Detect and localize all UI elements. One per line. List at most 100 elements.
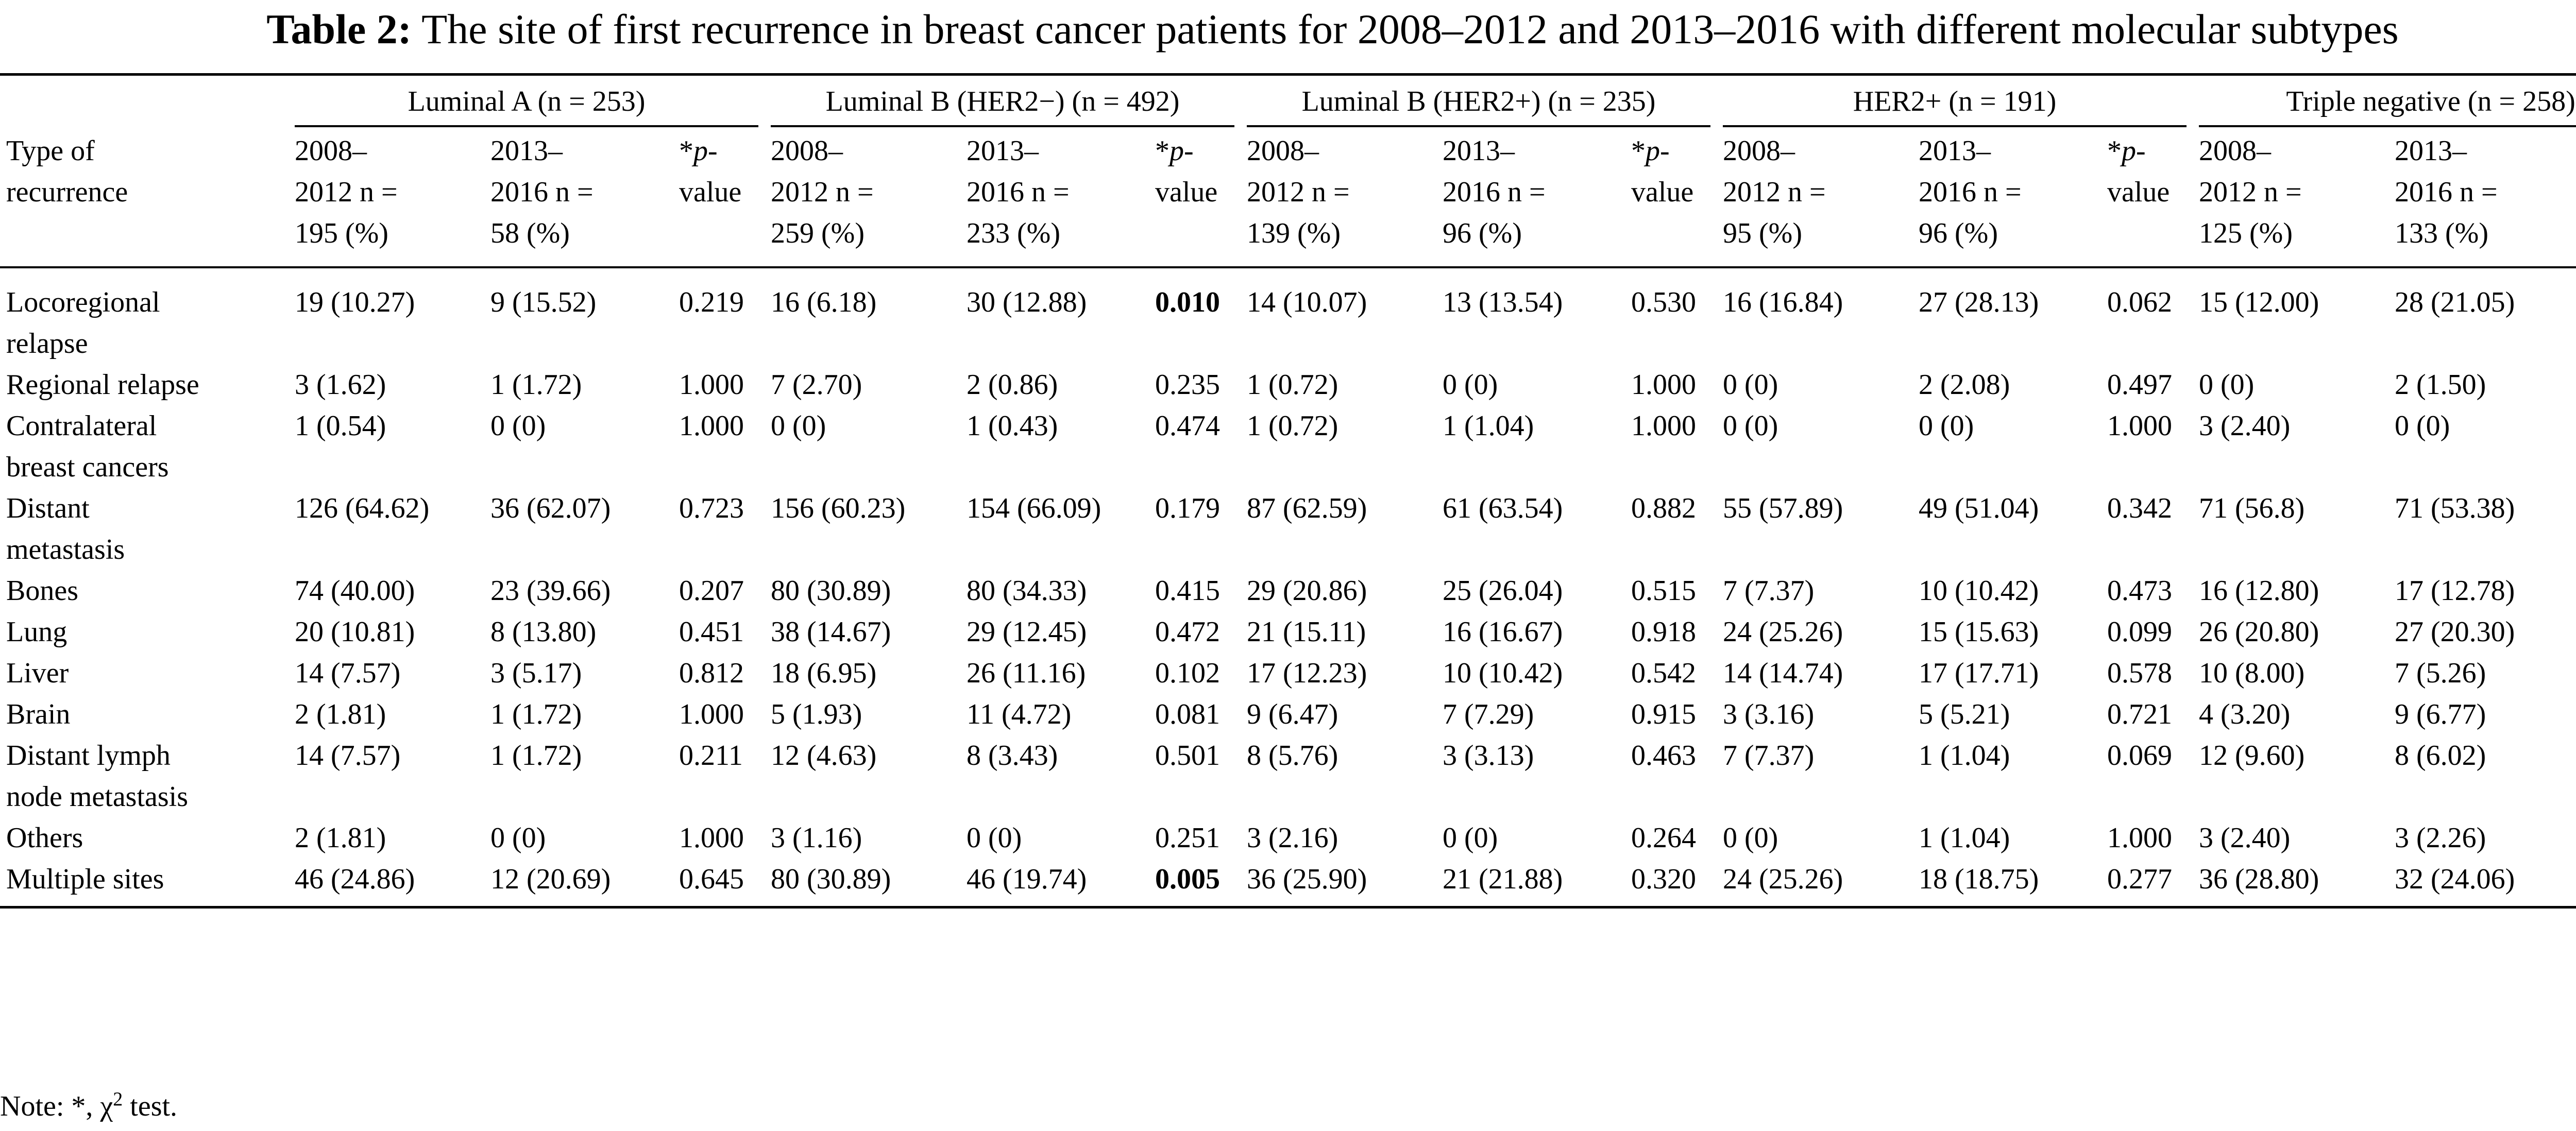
pvalue-cell: 0.415 (1155, 575, 1221, 607)
pvalue-header: *p- value (1149, 127, 1241, 268)
group-header: Luminal B (HER2+) (n = 235) (1241, 73, 1717, 127)
count-cell: 14 (7.57) (295, 657, 401, 689)
table-row: Contralateral breast cancers 1 (0.54) 0 (0… (0, 405, 2576, 488)
count-cell: 3 (2.40) (2199, 822, 2291, 854)
pvalue-cell: 0.264 (1631, 822, 1697, 854)
count-cell: 2 (0.86) (967, 369, 1058, 401)
pvalue-cell: 1.000 (2107, 822, 2173, 854)
count-cell: 14 (14.74) (1723, 657, 1843, 689)
table-row: Distant metastasis 126 (64.62) 36 (62.07) 0… (0, 488, 2576, 570)
table-row: Brain 2 (1.81) 1 (1.72) 1.000 5 (1.93) 11 (4.… (0, 694, 2576, 735)
count-cell: 4 (3.20) (2199, 698, 2291, 730)
period-header: 2008– 2012 n = 259 (%) (765, 127, 961, 268)
recurrence-table: Luminal A (n = 253) Luminal B (HER2−) (n… (0, 73, 2576, 909)
count-cell: 12 (9.60) (2199, 740, 2305, 772)
count-cell: 10 (8.00) (2199, 657, 2305, 689)
count-cell: 74 (40.00) (295, 575, 415, 607)
count-cell: 1 (0.72) (1247, 410, 1338, 442)
pvalue-cell: 0.069 (2107, 740, 2173, 772)
count-cell: 3 (3.16) (1723, 698, 1815, 730)
count-cell: 17 (17.71) (1919, 657, 2039, 689)
count-cell: 2 (1.81) (295, 822, 386, 854)
count-cell: 0 (0) (1723, 822, 1778, 854)
pvalue-cell: 0.542 (1631, 657, 1697, 689)
table-row: Multiple sites 46 (24.86) 12 (20.69) 0.645 8… (0, 859, 2576, 909)
pvalue-cell: 0.451 (679, 616, 744, 648)
pvalue-cell: 0.099 (2107, 616, 2173, 648)
pvalue-cell: 0.005 (1149, 859, 1241, 909)
group-header-label: Luminal B (HER2+) (n = 235) (1301, 85, 1656, 117)
pvalue-cell: 0.463 (1631, 740, 1697, 772)
count-cell: 26 (20.80) (2199, 616, 2319, 648)
count-cell: 25 (26.04) (1443, 575, 1563, 607)
pvalue-header: *p- value (673, 127, 765, 268)
count-cell: 24 (25.26) (1723, 616, 1843, 648)
count-cell: 23 (39.66) (490, 575, 611, 607)
count-cell: 46 (24.86) (289, 859, 484, 909)
count-cell: 55 (57.89) (1723, 492, 1843, 524)
pvalue-cell: 1.000 (679, 410, 744, 442)
count-cell: 7 (2.70) (771, 369, 862, 401)
table-row: Lung 20 (10.81) 8 (13.80) 0.451 38 (14.67) 29… (0, 611, 2576, 653)
count-cell: 3 (3.13) (1443, 740, 1534, 772)
count-cell: 26 (11.16) (967, 657, 1086, 689)
pvalue-cell: 0.179 (1155, 492, 1221, 524)
count-cell: 0 (0) (490, 410, 546, 442)
row-label: Distant lymph node metastasis (6, 740, 189, 813)
count-cell: 8 (6.02) (2395, 740, 2486, 772)
pvalue-cell: 1.000 (1631, 410, 1697, 442)
pvalue-cell: 0.207 (679, 575, 744, 607)
count-cell: 7 (5.26) (2395, 657, 2486, 689)
count-cell: 87 (62.59) (1247, 492, 1367, 524)
pvalue-cell: 0.320 (1625, 859, 1717, 909)
count-cell: 29 (20.86) (1247, 575, 1367, 607)
pvalue-cell: 0.062 (2107, 286, 2173, 318)
count-cell: 36 (25.90) (1241, 859, 1437, 909)
table-row: Bones 74 (40.00) 23 (39.66) 0.207 80 (30.89)… (0, 570, 2576, 611)
count-cell: 0 (0) (1919, 410, 1974, 442)
count-cell: 27 (20.30) (2395, 616, 2515, 648)
period-header: 2013– 2016 n = 96 (%) (1912, 127, 2102, 268)
pvalue-header: *p- value (1625, 127, 1717, 268)
count-cell: 18 (6.95) (771, 657, 877, 689)
period-header: 2008– 2012 n = 195 (%) (289, 127, 484, 268)
count-cell: 1 (1.72) (490, 698, 582, 730)
pvalue-cell: 0.102 (1155, 657, 1221, 689)
count-cell: 27 (28.13) (1919, 286, 2039, 318)
count-cell: 15 (12.00) (2199, 286, 2319, 318)
column-header-row: Type of recurrence 2008– 2012 n = 195 (%… (0, 127, 2576, 268)
count-cell: 1 (0.54) (295, 410, 386, 442)
pvalue-cell: 1.000 (1631, 369, 1697, 401)
count-cell: 1 (1.04) (1443, 410, 1534, 442)
row-label: Distant metastasis (6, 492, 125, 566)
pvalue-cell: 0.515 (1631, 575, 1697, 607)
pvalue-cell: 0.882 (1631, 492, 1697, 524)
count-cell: 38 (14.67) (771, 616, 891, 648)
count-cell: 12 (20.69) (484, 859, 673, 909)
table-row: Regional relapse 3 (1.62) 1 (1.72) 1.000 7 (… (0, 364, 2576, 405)
pvalue-cell: 0.342 (2107, 492, 2173, 524)
row-label: Locoregional relapse (6, 286, 160, 359)
period-header: 2008– 2012 n = 125 (%) (2193, 127, 2389, 268)
count-cell: 9 (6.77) (2395, 698, 2486, 730)
count-cell: 7 (7.29) (1443, 698, 1534, 730)
pvalue-cell: 0.915 (1631, 698, 1697, 730)
group-header: Triple negative (n = 258) (2193, 73, 2576, 127)
count-cell: 3 (5.17) (490, 657, 582, 689)
group-header-label: HER2+ (n = 191) (1853, 85, 2057, 117)
count-cell: 16 (16.84) (1723, 286, 1843, 318)
count-cell: 30 (12.88) (967, 286, 1087, 318)
row-label: Bones (6, 575, 78, 607)
period-header: 2013– 2016 n = 58 (%) (484, 127, 673, 268)
pvalue-cell: 0.918 (1631, 616, 1697, 648)
count-cell: 8 (3.43) (967, 740, 1058, 772)
count-cell: 10 (10.42) (1443, 657, 1563, 689)
table-caption-text: The site of first recurrence in breast c… (421, 6, 2399, 53)
count-cell: 3 (1.62) (295, 369, 386, 401)
count-cell: 16 (6.18) (771, 286, 877, 318)
table-caption-label: Table 2: (266, 6, 412, 53)
pvalue-cell: 0.010 (1155, 286, 1221, 318)
row-label: Multiple sites (0, 859, 289, 909)
group-header: Luminal B (HER2−) (n = 492) (765, 73, 1241, 127)
count-cell: 16 (16.67) (1443, 616, 1563, 648)
